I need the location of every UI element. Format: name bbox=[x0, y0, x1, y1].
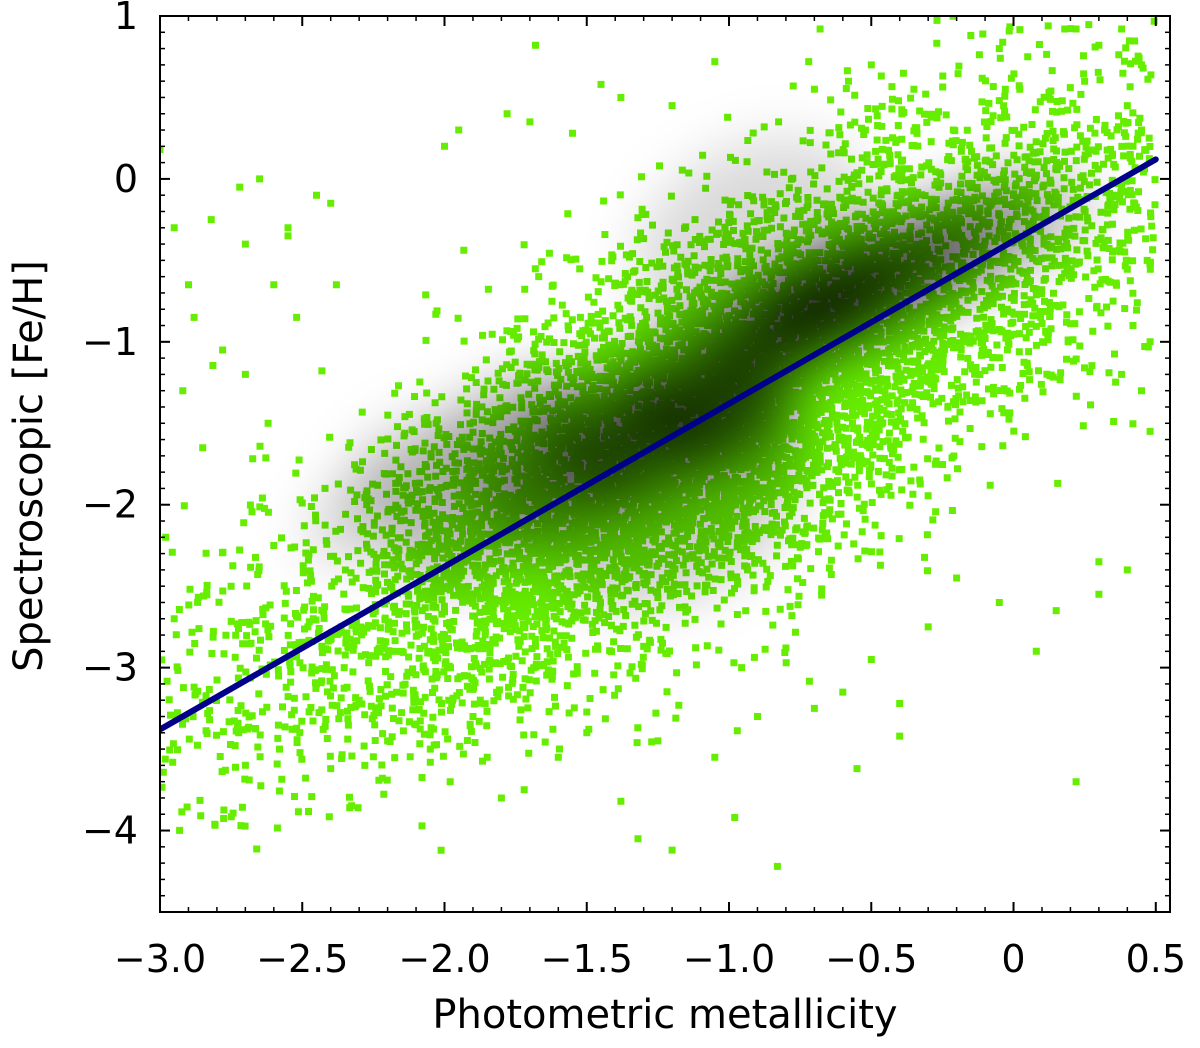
y-tick-label: 0 bbox=[114, 157, 138, 201]
fit-line-group bbox=[160, 156, 1159, 733]
y-tick-label: −3 bbox=[82, 646, 138, 690]
y-tick-label: 1 bbox=[114, 0, 138, 38]
x-tick-labels: −3.0 −2.5 −2.0 −1.5 −1.0 −0.5 0 0.5 bbox=[114, 937, 1186, 981]
x-tick-label: −2.0 bbox=[398, 937, 490, 981]
density-blob bbox=[636, 138, 879, 351]
y-tick-label: −1 bbox=[82, 320, 138, 364]
x-axis-label: Photometric metallicity bbox=[432, 992, 897, 1038]
density-shading bbox=[308, 138, 1098, 608]
x-tick-label: −2.5 bbox=[256, 937, 348, 981]
x-tick-label: −3.0 bbox=[114, 937, 206, 981]
plot-frame bbox=[159, 15, 1171, 913]
y-tick-labels: 1 0 −1 −2 −3 −4 bbox=[82, 0, 138, 853]
x-tick-label: 0.5 bbox=[1126, 937, 1186, 981]
x-tick-label: −1.5 bbox=[541, 937, 633, 981]
fit-line bbox=[160, 156, 1159, 733]
x-tick-label: −0.5 bbox=[825, 937, 917, 981]
y-tick-label: −4 bbox=[82, 809, 138, 853]
axis-ticks bbox=[159, 15, 1170, 913]
density-blob bbox=[539, 386, 805, 608]
x-tick-label: −1.0 bbox=[683, 937, 775, 981]
x-tick-label: 0 bbox=[1001, 937, 1025, 981]
y-axis-label: Spectroscopic [Fe/H] bbox=[6, 260, 52, 672]
y-tick-label: −2 bbox=[82, 483, 138, 527]
